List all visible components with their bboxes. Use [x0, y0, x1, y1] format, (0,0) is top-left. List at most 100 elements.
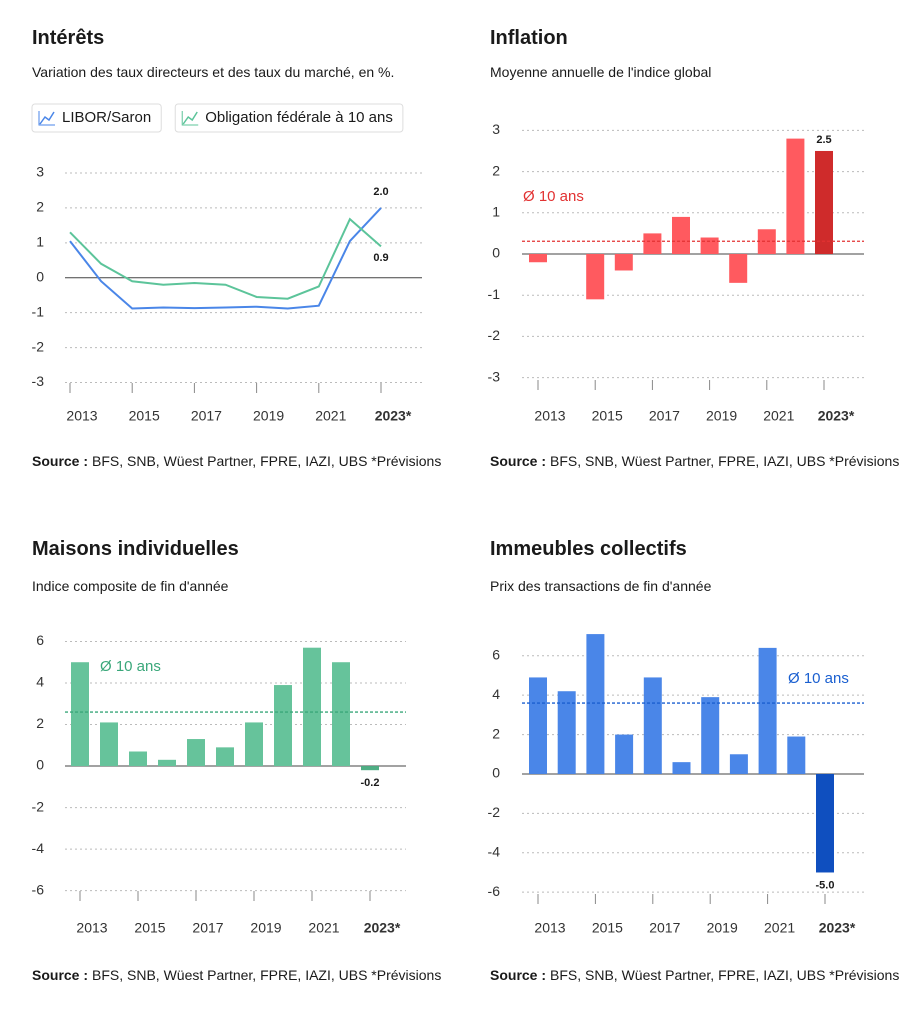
source: Source : BFS, SNB, Wüest Partner, FPRE, I…	[32, 967, 441, 983]
value-label: 0.9	[373, 252, 388, 264]
source-label: Source :	[490, 967, 546, 983]
legend-label: LIBOR/Saron	[62, 109, 151, 126]
bar	[158, 759, 176, 767]
y-tick-label: 2	[36, 199, 44, 215]
y-tick-label: -4	[488, 843, 501, 859]
bar	[816, 773, 834, 873]
bar	[615, 734, 634, 774]
x-tick-label: 2023*	[375, 408, 412, 424]
source: Source : BFS, SNB, Wüest Partner, FPRE, I…	[490, 453, 899, 469]
x-tick-label: 2023*	[818, 408, 855, 424]
bar	[274, 685, 292, 767]
source-text: BFS, SNB, Wüest Partner, FPRE, IAZI, UBS…	[92, 453, 441, 469]
x-tick-label: 2019	[707, 920, 738, 936]
x-tick-label: 2013	[534, 920, 565, 936]
x-tick-label: 2021	[763, 408, 794, 424]
y-tick-label: 3	[492, 121, 500, 137]
x-tick-label: 2019	[250, 920, 281, 936]
bar	[786, 138, 805, 254]
y-tick-label: 0	[492, 245, 500, 261]
y-tick-label: 2	[492, 162, 500, 178]
legend-icon	[182, 111, 198, 125]
x-tick-label: 2017	[191, 408, 222, 424]
bar	[129, 751, 147, 767]
y-tick-label: 2	[492, 725, 500, 741]
y-tick-label: 1	[36, 234, 44, 250]
y-tick-label: 0	[36, 268, 44, 284]
bar	[672, 216, 690, 254]
chart-title: Maisons individuelles	[32, 538, 239, 560]
source: Source : BFS, SNB, Wüest Partner, FPRE, I…	[32, 453, 441, 469]
y-tick-label: 4	[492, 686, 500, 702]
y-tick-label: 3	[36, 164, 44, 180]
bar	[529, 254, 547, 263]
bar	[729, 254, 748, 283]
legend-box	[174, 103, 404, 133]
bar	[100, 722, 118, 767]
x-tick-label: 2013	[76, 920, 107, 936]
source-text: BFS, SNB, Wüest Partner, FPRE, IAZI, UBS…	[92, 967, 441, 983]
legend-icon-axis	[38, 111, 55, 126]
value-label: 2.5	[816, 134, 831, 146]
y-tick-label: -4	[32, 840, 45, 856]
x-tick-label: 2017	[649, 920, 680, 936]
bar	[758, 647, 777, 774]
y-tick-label: 1	[492, 203, 500, 219]
legend-box	[31, 103, 162, 133]
bar	[361, 766, 379, 771]
source-text: BFS, SNB, Wüest Partner, FPRE, IAZI, UBS…	[550, 453, 899, 469]
chart-title: Inflation	[490, 27, 568, 49]
y-tick-label: -6	[32, 881, 45, 897]
bar	[187, 739, 205, 767]
y-tick-label: -3	[488, 368, 501, 384]
x-tick-label: 2015	[592, 408, 623, 424]
average-label: Ø 10 ans	[100, 658, 161, 675]
chart-subtitle: Prix des transactions de fin d'année	[490, 578, 712, 594]
value-label: -0.2	[361, 777, 380, 789]
y-tick-label: -2	[32, 798, 45, 814]
y-tick-label: 0	[492, 765, 500, 781]
chart-subtitle: Moyenne annuelle de l'indice global	[490, 64, 711, 80]
chart-title: Immeubles collectifs	[490, 538, 687, 560]
y-tick-label: 0	[36, 757, 44, 773]
y-tick-label: -2	[32, 338, 45, 354]
x-tick-label: 2023*	[819, 920, 856, 936]
x-tick-label: 2013	[66, 408, 97, 424]
y-tick-label: -6	[488, 883, 501, 899]
y-tick-label: 6	[492, 646, 500, 662]
average-label: Ø 10 ans	[788, 670, 849, 687]
bar	[586, 634, 605, 774]
x-tick-label: 2021	[764, 920, 795, 936]
y-tick-label: 2	[36, 715, 44, 731]
chart-subtitle: Variation des taux directeurs et des tau…	[32, 64, 394, 80]
source-text: BFS, SNB, Wüest Partner, FPRE, IAZI, UBS…	[550, 967, 899, 983]
bar	[672, 762, 691, 774]
source-label: Source :	[32, 453, 88, 469]
chart-subtitle: Indice composite de fin d'année	[32, 578, 229, 594]
bar	[245, 722, 263, 767]
y-tick-label: -2	[488, 327, 501, 343]
bar	[71, 662, 89, 767]
y-tick-label: -1	[32, 303, 45, 319]
x-tick-label: 2015	[134, 920, 165, 936]
bar	[787, 736, 806, 774]
x-tick-label: 2017	[649, 408, 680, 424]
bar	[643, 677, 662, 774]
x-tick-label: 2019	[706, 408, 737, 424]
legend-label: Obligation fédérale à 10 ans	[205, 109, 393, 126]
average-label: Ø 10 ans	[523, 188, 584, 205]
legend-icon	[39, 111, 55, 125]
y-tick-label: -1	[488, 286, 501, 302]
x-tick-label: 2017	[192, 920, 223, 936]
bar	[303, 647, 321, 767]
line-series	[69, 217, 382, 300]
bar	[815, 150, 833, 254]
bar	[643, 233, 662, 254]
bar	[586, 254, 605, 300]
source-label: Source :	[490, 453, 546, 469]
value-label: -5.0	[816, 879, 835, 891]
bar	[701, 697, 720, 774]
y-tick-label: 4	[36, 674, 44, 690]
bar	[332, 662, 350, 767]
